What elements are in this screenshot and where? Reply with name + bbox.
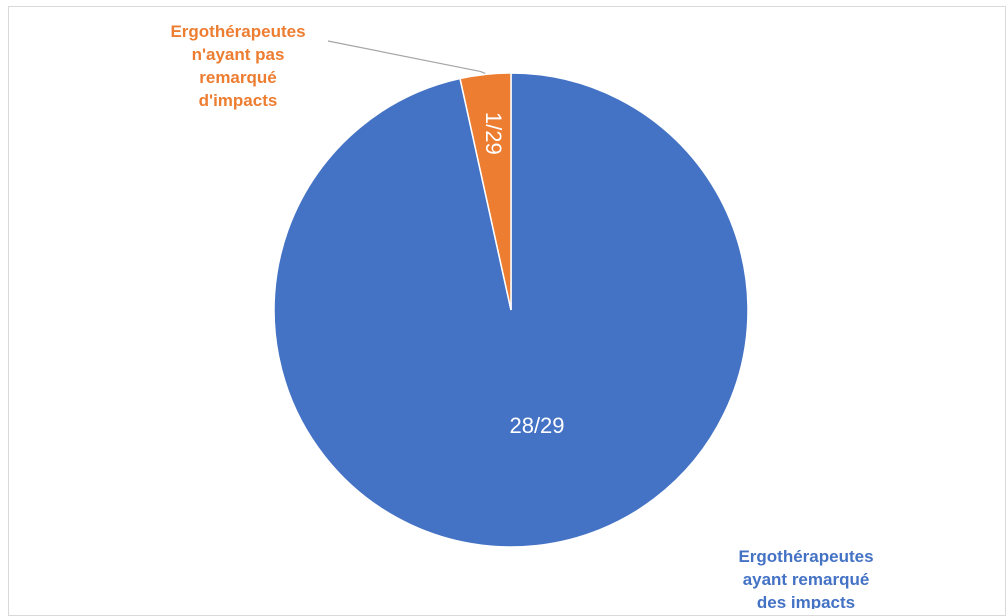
data-label-0: 28/29: [509, 413, 564, 438]
leader-line: [327, 40, 486, 74]
data-label-1: 1/29: [481, 112, 506, 155]
category-label-1: Ergothérapeutes n'ayant pas remarqué d'impa…: [170, 22, 305, 110]
pie-slice-0: [273, 72, 749, 548]
category-label-0: Ergothérapeutes ayant remarqué des impacts: [738, 547, 873, 609]
pie-slice-1: [459, 72, 512, 311]
